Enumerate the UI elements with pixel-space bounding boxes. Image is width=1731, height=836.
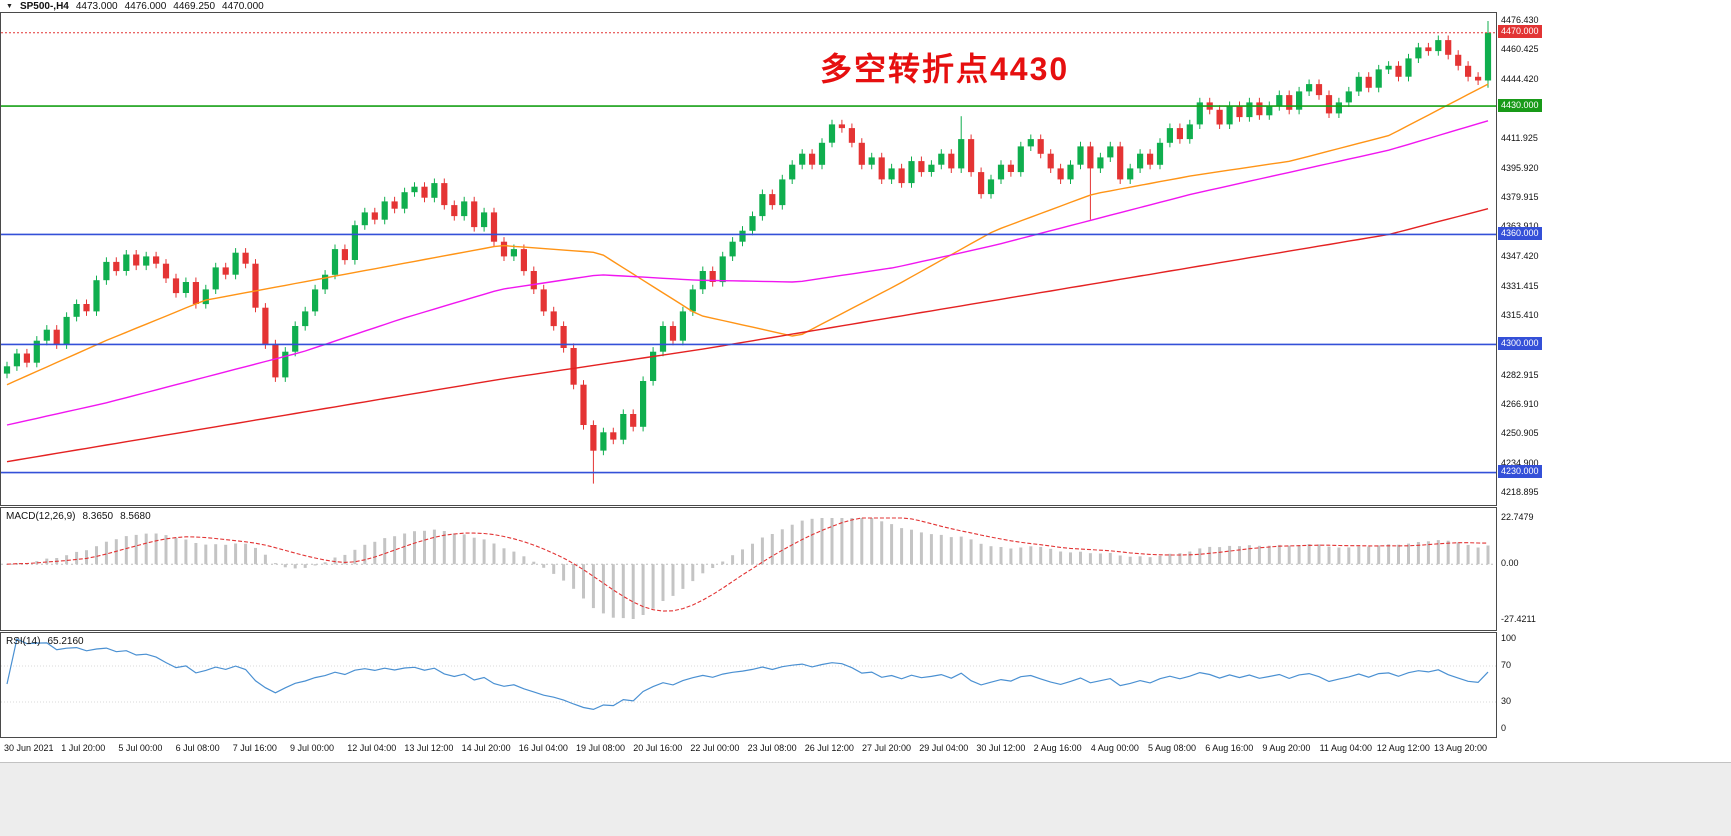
time-axis-label: 7 Jul 16:00 [232, 743, 277, 753]
macd-main-value: 8.3650 [82, 511, 114, 522]
price-tick-label: 4315.410 [1501, 310, 1539, 321]
rsi-value: 65.2160 [47, 636, 84, 647]
rsi-indicator-name: RSI(14) [6, 636, 41, 647]
time-axis-label: 30 Jul 12:00 [976, 743, 1026, 753]
time-axis-label: 2 Aug 16:00 [1033, 743, 1082, 753]
time-axis-label: 14 Jul 20:00 [461, 743, 511, 753]
macd-scale[interactable]: 22.7479 0.00 -27.4211 [1498, 507, 1578, 631]
rsi-tick-label: 100 [1501, 633, 1517, 643]
rsi-tick-label: 0 [1501, 723, 1507, 733]
levels-layer [1, 32, 1496, 474]
macd-tick-label: 22.7479 [1501, 512, 1534, 522]
price-badge: 4430.000 [1498, 98, 1542, 112]
time-axis-label: 11 Aug 04:00 [1319, 743, 1372, 753]
time-axis-label: 5 Aug 08:00 [1148, 743, 1197, 753]
price-tick-label: 4363.910 [1501, 221, 1539, 231]
time-axis-label: 23 Jul 08:00 [747, 743, 797, 753]
price-tick-label: 4444.420 [1501, 73, 1539, 84]
time-axis-label: 4 Aug 00:00 [1090, 743, 1139, 753]
macd-histogram [15, 518, 1490, 619]
time-axis-label: 5 Jul 00:00 [118, 743, 163, 753]
price-tick-label: 4411.925 [1501, 133, 1538, 144]
time-axis-label: 26 Jul 12:00 [804, 743, 854, 753]
time-axis-label: 27 Jul 20:00 [862, 743, 912, 753]
candles-layer [3, 21, 1492, 484]
price-tick-label: 4282.915 [1501, 369, 1539, 380]
price-chart-canvas[interactable] [1, 13, 1496, 505]
macd-signal-line [6, 517, 1489, 612]
price-open: 4473.000 [75, 1, 118, 12]
rsi-label: RSI(14) 65.2160 [6, 636, 84, 647]
price-tick-label: 4331.415 [1501, 280, 1539, 291]
ma-lines-layer [6, 83, 1489, 463]
time-axis-label: 6 Aug 16:00 [1205, 743, 1254, 753]
time-axis-label: 29 Jul 04:00 [919, 743, 969, 753]
price-low: 4469.250 [173, 1, 216, 12]
time-axis-label: 13 Jul 12:00 [404, 743, 454, 753]
time-scale[interactable]: 30 Jun 2021 1 Jul 20:00 5 Jul 00:00 6 Jul 0… [0, 740, 1497, 760]
bottom-filler [0, 762, 1731, 836]
price-badge: 4360.000 [1498, 226, 1542, 240]
price-high: 4476.000 [124, 1, 167, 12]
time-axis-label: 13 Aug 20:00 [1434, 743, 1488, 753]
price-close: 4470.000 [222, 1, 264, 12]
price-scale[interactable]: 4476.430 4460.425 4444.420 4411.925 4395.920… [1498, 12, 1578, 506]
symbol-timeframe: SP500-,H4 [19, 1, 69, 12]
macd-tick-label: 0.00 [1501, 558, 1519, 569]
price-badge: 4230.000 [1498, 465, 1542, 479]
rsi-levels-layer [1, 665, 1496, 703]
price-tick-label: 4347.420 [1501, 251, 1539, 262]
price-chart-panel [0, 12, 1497, 506]
price-badge: 4470.000 [1498, 25, 1542, 39]
time-axis-label: 19 Jul 08:00 [576, 743, 626, 753]
macd-tick-label: -27.4211 [1501, 614, 1536, 624]
time-axis-label: 9 Jul 00:00 [290, 743, 335, 753]
rsi-tick-label: 70 [1501, 660, 1512, 670]
rsi-line [6, 638, 1489, 711]
time-axis-label: 12 Aug 12:00 [1376, 743, 1430, 753]
macd-label: MACD(12,26,9) 8.3650 8.5680 [6, 511, 151, 522]
time-axis-label: 1 Jul 20:00 [61, 743, 106, 753]
price-tick-label: 4250.905 [1501, 428, 1539, 439]
symbol-expander-icon[interactable]: ▼ [6, 3, 13, 10]
rsi-scale[interactable]: 100 70 30 0 [1498, 632, 1578, 738]
price-tick-label: 4460.425 [1501, 44, 1539, 55]
price-tick-label: 4266.910 [1501, 399, 1539, 409]
price-tick-label: 4218.895 [1501, 487, 1539, 497]
time-axis-label: 22 Jul 00:00 [690, 743, 740, 753]
macd-indicator-name: MACD(12,26,9) [6, 511, 76, 522]
price-tick-label: 4476.430 [1501, 15, 1539, 25]
chart-annotation[interactable]: 多空转折点4430 [820, 51, 1070, 87]
time-axis-label: 16 Jul 04:00 [518, 743, 568, 753]
macd-panel: MACD(12,26,9) 8.3650 8.5680 [0, 507, 1497, 631]
rsi-panel: RSI(14) 65.2160 [0, 632, 1497, 738]
rsi-canvas[interactable] [1, 633, 1496, 737]
symbol-info-bar: ▼ SP500-,H4 4473.000 4476.000 4469.250 4… [6, 1, 264, 12]
time-axis-label: 9 Aug 20:00 [1262, 743, 1311, 753]
time-axis-label: 6 Jul 08:00 [175, 743, 220, 753]
rsi-tick-label: 30 [1501, 696, 1512, 706]
time-axis-label: 30 Jun 2021 [4, 743, 54, 753]
time-axis-label: 12 Jul 04:00 [347, 743, 397, 753]
price-tick-label: 4234.900 [1501, 457, 1539, 468]
price-tick-label: 4379.915 [1501, 191, 1539, 202]
macd-signal-value: 8.5680 [120, 511, 151, 522]
time-axis-label: 20 Jul 16:00 [633, 743, 683, 753]
price-badge: 4300.000 [1498, 336, 1542, 350]
price-tick-label: 4395.920 [1501, 162, 1539, 173]
macd-canvas[interactable] [1, 508, 1496, 630]
